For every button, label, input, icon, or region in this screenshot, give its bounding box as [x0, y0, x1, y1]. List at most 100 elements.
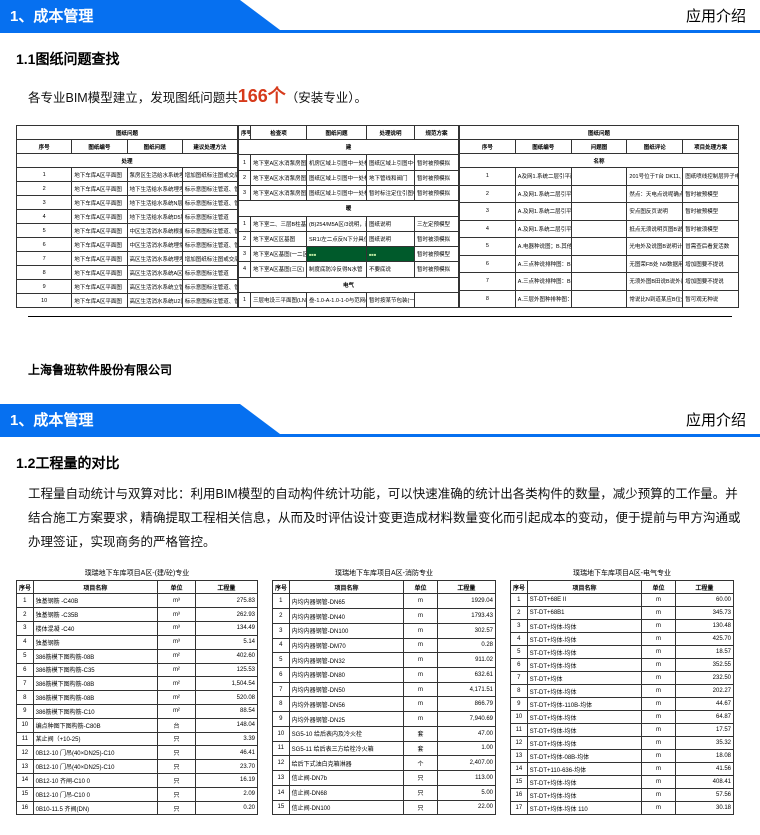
table-row: 632.61: [437, 668, 495, 683]
table-row: 9: [273, 712, 290, 727]
table-row: 地下生活给水系统埋埋出E点上B区说明，建议核实说明: [127, 182, 182, 196]
table-row: 独基钢筋 -C40B: [33, 594, 158, 608]
table-row: 内均内器钢管-DN32: [289, 653, 404, 668]
table-row: 15: [17, 787, 34, 801]
table-row: 202.27: [675, 685, 733, 698]
table-row: 3: [17, 622, 34, 636]
table-row: 6: [17, 663, 34, 677]
table-row: 0B12-10 齐闸-C10 0: [33, 774, 158, 788]
table-row: 8: [460, 290, 516, 308]
table-row: 地下车库A区平面图: [72, 280, 127, 294]
table-row: A.电器种说图；B.其他: [515, 238, 571, 256]
header-right-title: 应用介绍: [240, 0, 760, 30]
table-row: 11: [511, 724, 528, 737]
table-row: 1: [511, 594, 528, 607]
issues-table-c: 图纸问题 序号 图纸编号 问题图 图纸评论 项目处理方案 名称 1A及网1.系统…: [459, 125, 739, 308]
table-row: A及网1.系统二层引平面图；2.设备层总图；3.图纸说: [515, 168, 571, 186]
table-row: 5.00: [437, 785, 495, 800]
table-row: 7: [17, 252, 72, 266]
table-row: A.三点种说排种图：B.电级说: [515, 255, 571, 273]
table-row: 3: [460, 203, 516, 221]
table-row: 三层电设三平面图(LN): [251, 292, 307, 307]
table-row: 1: [239, 216, 251, 231]
table-row: 41.56: [675, 763, 733, 776]
table-row: 只: [158, 774, 195, 788]
table-row: A.及网1.系统二层引平面图：2.电缆说: [515, 203, 571, 221]
table-row: m²: [158, 691, 195, 705]
table-row: 16: [511, 789, 528, 802]
table-row: 地下车库A区平面图: [72, 294, 127, 308]
table-row: 暂时被预模型: [683, 185, 739, 203]
table-row: [571, 238, 627, 256]
table-row: 楼体混凝 -C40: [33, 622, 158, 636]
table-row: 给后下式油白克箱淋器: [289, 756, 404, 771]
table-row: 14: [511, 763, 528, 776]
table-row: 台: [158, 718, 195, 732]
table-row: 13: [273, 771, 290, 786]
table-row: [571, 290, 627, 308]
table-row: 光电外及说图B说明计U外D处，考左须说明: [627, 238, 683, 256]
table-row: 10: [17, 294, 72, 308]
table-row: m: [642, 724, 675, 737]
table-row: 30.18: [675, 802, 733, 815]
table-row: 130.48: [675, 620, 733, 633]
table-row: 0B12-10 门吊-C10 0: [33, 787, 158, 801]
table-row: 套: [404, 726, 437, 741]
table-row: 高区生活消水系统立管出N，建议B核实: [127, 280, 182, 294]
table-row: 内均内器钢管-DN100: [289, 623, 404, 638]
table-row: 9: [17, 280, 72, 294]
table-row: 暂时被须模拟: [415, 231, 459, 246]
table-row: SG5-10 给后表内及冷火栓: [289, 726, 404, 741]
table-row: 暂时被预模拟: [415, 262, 459, 277]
table-row: 地下室A区水消泵房图纸: [251, 155, 307, 170]
table-row: 只: [404, 800, 437, 815]
issues-table-a: 图纸问题 序号 图纸编号 图纸问题 建议处理方法 处理 1地下车库A区平面图泵房…: [16, 125, 238, 308]
table-row: 只: [404, 771, 437, 786]
table-row: [415, 292, 459, 307]
table-row: 275.83: [195, 594, 257, 608]
table-row: 0B12-10 门吊(40×DN25)-C10: [33, 746, 158, 760]
table-row: 125.53: [195, 663, 257, 677]
table-row: m: [404, 638, 437, 653]
table-row: ■■■: [367, 247, 415, 262]
table-row: 叁-1.0-A-1.0-1-0与范网(一): [307, 292, 367, 307]
table-row: 8: [17, 266, 72, 280]
table-row: 386筋模下图构筋-08B: [33, 677, 158, 691]
table-row: 408.41: [675, 776, 733, 789]
table-row: m³: [158, 608, 195, 622]
table-row: 独基钢筋: [33, 635, 158, 649]
table-row: 内均外器钢管-DN25: [289, 712, 404, 727]
header-left-title: 1、成本管理: [0, 0, 240, 30]
table-row: 增加图纸标注图或交底说明: [182, 168, 237, 182]
table-row: 1: [273, 594, 290, 609]
table-row: 201号位于T台 DK11、303(B)、N120(B)、核对T生态层配电回路中…: [627, 168, 683, 186]
table-row: m: [642, 750, 675, 763]
table-row: 图纸区域上引图中一处标明: [307, 185, 367, 200]
table-row: 1: [17, 168, 72, 182]
table-row: 编点种图下图构筋-C80B: [33, 718, 158, 732]
table-row: 地下车库A区平面图: [72, 266, 127, 280]
table-row: 只: [158, 746, 195, 760]
highlight-count: 166个: [238, 86, 286, 106]
table-row: ST-DT+均体: [527, 672, 642, 685]
qty-table-c: 璞瑞地下车库项目A区-电气专业 序号 项目名称 单位 工程量 1ST-DT+68…: [510, 566, 734, 815]
table-row: ST-DT+均体-08B-均体: [527, 750, 642, 763]
table-row: m²: [158, 704, 195, 718]
table-row: 增加图要不提说: [683, 255, 739, 273]
table-row: 60.00: [675, 594, 733, 607]
table-row: ST-DT+均体-均体: [527, 737, 642, 750]
table-row: 16.19: [195, 774, 257, 788]
table-row: 386筋模下图构筋-08B: [33, 649, 158, 663]
table-row: 148.04: [195, 718, 257, 732]
table-row: 262.93: [195, 608, 257, 622]
table-row: 88.54: [195, 704, 257, 718]
table-row: 暂时被预模型: [415, 247, 459, 262]
table-row: 866.79: [437, 697, 495, 712]
table-row: 只: [158, 801, 195, 815]
table-row: 暂时被预模拟: [415, 170, 459, 185]
table-row: 352.55: [675, 659, 733, 672]
table-row: 7: [460, 273, 516, 291]
table-row: 信止阀-DN7b: [289, 771, 404, 786]
table-row: A.及网1.系统二层引平面图：2.电级说: [515, 220, 571, 238]
table-row: m: [642, 672, 675, 685]
